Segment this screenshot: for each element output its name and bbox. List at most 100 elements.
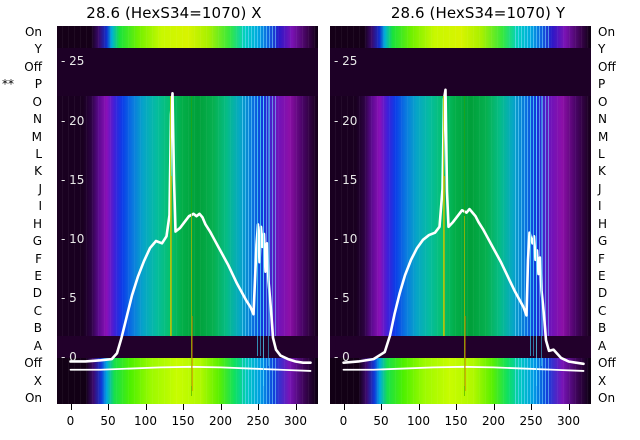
white-trace-x xyxy=(69,92,312,372)
panel-title-left: 28.6 (HexS34=1070) X xyxy=(86,4,262,22)
heatmap-panel-x[interactable]: - 25 - 20 - 15 - 10 - 5 - 0 xyxy=(57,26,318,404)
x-tick-mark xyxy=(381,404,382,410)
right-label-column: On Y Off P O N M L K J I H G F E D C B A Off X On xyxy=(594,25,640,405)
x-tick-label: 250 xyxy=(246,414,270,428)
x-tick-label: 300 xyxy=(284,414,307,428)
x-tick-mark xyxy=(418,404,420,410)
axis-category-label: Y xyxy=(34,42,42,57)
x-axis-x-panel: 0 50 100 150 200 250 300 xyxy=(57,404,318,438)
x-tick-label: 200 xyxy=(482,414,505,428)
spectral-hot-column xyxy=(465,316,466,391)
spectral-hot-column xyxy=(529,96,531,356)
band-upper-gap-x xyxy=(57,48,318,96)
spectral-hot-column xyxy=(190,96,192,396)
x-tick-mark xyxy=(183,404,184,410)
axis-category-label: J xyxy=(38,181,42,196)
spectral-hot-column xyxy=(171,176,172,336)
x-tick-label: 0 xyxy=(66,414,75,428)
axis-category-label: A xyxy=(598,338,607,353)
x-tick-label: 300 xyxy=(557,414,580,428)
axis-category-label: F xyxy=(35,251,42,266)
axis-category-label: H xyxy=(32,216,42,231)
axis-category-label: L xyxy=(35,147,42,161)
band-lower-gap-x xyxy=(57,336,318,358)
x-tick-mark xyxy=(456,404,457,410)
axis-category-label: C xyxy=(598,303,607,318)
axis-category-label: D xyxy=(598,286,608,301)
y-tick-label: - 25 xyxy=(334,54,358,69)
left-label-column: On Y Off P ** O N M L K J I H G F E D C B A Off X On xyxy=(0,25,46,405)
x-tick-mark xyxy=(108,404,109,410)
spectral-hot-column xyxy=(259,96,261,356)
axis-category-label: G xyxy=(598,234,608,249)
highlight-marker: ** xyxy=(2,77,14,92)
white-trace-y xyxy=(342,88,585,372)
x-tick-label: 250 xyxy=(519,414,543,428)
axis-category-label: M xyxy=(598,129,609,144)
y-tick-label: - 0 xyxy=(334,349,350,364)
axis-category-label: E xyxy=(34,269,42,283)
axis-category-label: G xyxy=(32,234,42,249)
x-tick-label: 50 xyxy=(100,414,116,428)
axis-category-label: F xyxy=(598,251,605,266)
axis-category-label: On xyxy=(598,25,616,39)
x-axis-y-panel: 0 50 100 150 200 250 300 xyxy=(330,404,591,438)
axis-category-label: B xyxy=(598,321,607,336)
x-tick-label: 150 xyxy=(171,414,195,428)
spectral-hot-column xyxy=(169,96,171,336)
axis-category-label: O xyxy=(598,94,608,109)
axis-category-label: K xyxy=(598,164,606,179)
x-tick-mark xyxy=(258,404,259,410)
spectral-hot-column xyxy=(263,96,265,386)
axis-category-label: Y xyxy=(598,42,606,57)
y-tick-label: - 25 xyxy=(61,54,85,69)
axis-category-label: N xyxy=(598,112,607,127)
axis-category-label: O xyxy=(32,94,42,109)
heatmap-panel-y[interactable]: - 25 - 20 - 15 - 10 - 5 - 0 xyxy=(330,26,591,404)
axis-category-label: Off xyxy=(24,356,42,371)
spectral-hot-column xyxy=(444,176,445,336)
x-tick-label: 150 xyxy=(444,414,468,428)
x-tick-label: 100 xyxy=(407,414,430,428)
y-tick-label: - 15 xyxy=(334,172,358,187)
x-tick-mark xyxy=(493,404,495,410)
spectral-hot-column xyxy=(192,316,193,391)
axis-category-label: B xyxy=(33,321,42,336)
axis-category-label: On xyxy=(24,25,42,39)
spectral-hot-column xyxy=(532,96,534,356)
axis-category-label: On xyxy=(24,391,42,405)
y-tick-label: - 10 xyxy=(61,231,85,246)
axis-category-label: X xyxy=(598,373,607,388)
axis-category-label: Off xyxy=(598,356,616,371)
y-tick-label: - 5 xyxy=(334,290,350,305)
axis-category-label: P xyxy=(34,77,42,92)
axis-category-label: D xyxy=(32,286,42,301)
x-tick-mark xyxy=(220,404,222,410)
y-tick-label: - 5 xyxy=(61,290,77,305)
x-tick-mark xyxy=(568,404,570,410)
axis-category-label: H xyxy=(598,216,608,231)
x-tick-label: 50 xyxy=(373,414,389,428)
x-tick-mark xyxy=(145,404,147,410)
x-tick-label: 100 xyxy=(134,414,157,428)
spectral-hot-column xyxy=(191,216,193,386)
y-tick-label: - 15 xyxy=(61,172,85,187)
x-tick-mark xyxy=(531,404,532,410)
axis-category-label: L xyxy=(598,147,605,161)
spectral-hot-column xyxy=(463,96,465,396)
axis-category-label: Off xyxy=(598,59,616,74)
band-upper-gap-y xyxy=(330,48,591,96)
axis-category-label: C xyxy=(33,303,42,318)
spectral-hot-column xyxy=(536,96,538,386)
axis-category-label: E xyxy=(598,269,606,283)
axis-category-label: J xyxy=(598,181,602,196)
panel-title-right: 28.6 (HexS34=1070) Y xyxy=(390,4,566,22)
y-tick-label: - 0 xyxy=(61,349,77,364)
axis-category-label: I xyxy=(598,199,602,214)
axis-category-label: N xyxy=(33,112,42,127)
axis-category-label: X xyxy=(33,373,42,388)
spectral-hot-column xyxy=(256,96,258,356)
axis-category-label: I xyxy=(38,199,42,214)
band-lower-gap-y xyxy=(330,336,591,358)
